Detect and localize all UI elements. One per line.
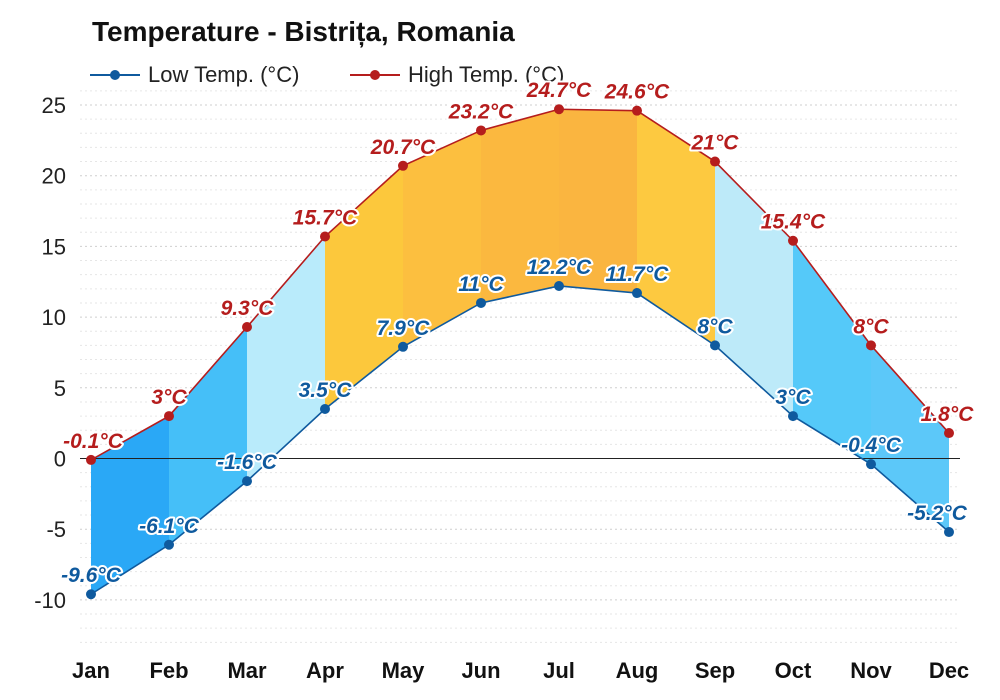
high-temp-point[interactable] [710, 156, 720, 167]
low-temp-label: 3°C [775, 386, 811, 409]
x-tick-label: May [382, 658, 426, 683]
low-temp-label: -5.2°C [907, 502, 968, 525]
temperature-band [481, 109, 559, 303]
y-tick-label: 20 [42, 164, 66, 189]
low-temp-label: 7.9°C [377, 317, 431, 340]
chart-title: Temperature - Bistrița, Romania [92, 16, 515, 47]
low-temp-label: 8°C [697, 315, 733, 338]
x-tick-label: Dec [929, 658, 969, 683]
temperature-band [637, 110, 715, 346]
low-temp-label: -9.6°C [61, 564, 122, 587]
low-temp-point[interactable] [866, 459, 876, 470]
high-temp-point[interactable] [476, 125, 486, 136]
high-temp-label: 23.2°C [448, 100, 514, 123]
high-temp-line [90, 108, 950, 461]
y-tick-label: 15 [42, 234, 66, 259]
low-temp-point[interactable] [944, 527, 954, 538]
x-tick-label: Sep [695, 658, 735, 683]
y-axis-ticks: 25 20 15 10 5 0 -5 -10 [34, 93, 66, 613]
low-temp-label: 11.7°C [606, 263, 670, 286]
low-temp-label: -1.6°C [217, 451, 278, 474]
x-tick-label: Jun [461, 658, 500, 683]
legend-label-low: Low Temp. (°C) [148, 62, 299, 87]
high-temp-label: 8°C [853, 315, 889, 338]
low-temp-label: 11°C [458, 273, 504, 296]
temperature-band [403, 130, 481, 347]
low-temp-point[interactable] [554, 280, 564, 291]
high-temp-point[interactable] [398, 160, 408, 171]
high-temp-label: 9.3°C [221, 297, 275, 320]
high-temp-point[interactable] [554, 104, 564, 115]
high-temp-point[interactable] [944, 428, 954, 439]
x-tick-label: Aug [616, 658, 659, 683]
series-lines [90, 108, 950, 595]
x-tick-label: Oct [775, 658, 812, 683]
x-tick-label: Mar [227, 658, 267, 683]
high-temp-label: 3°C [151, 386, 187, 409]
low-temp-label: 12.2°C [527, 256, 592, 279]
legend-marker-low [110, 70, 120, 80]
temperature-band [871, 345, 949, 533]
temperature-band [91, 416, 169, 595]
legend: Low Temp. (°C) High Temp. (°C) [90, 62, 564, 87]
y-tick-label: -10 [34, 588, 66, 613]
high-temp-point[interactable] [320, 231, 330, 242]
low-temp-point[interactable] [320, 404, 330, 415]
high-temp-point[interactable] [86, 454, 96, 465]
series-markers [86, 104, 954, 600]
high-temp-point[interactable] [242, 321, 252, 332]
legend-item-low[interactable]: Low Temp. (°C) [90, 62, 299, 87]
high-temp-point[interactable] [788, 235, 798, 246]
low-temp-point[interactable] [632, 288, 642, 299]
high-temp-label: 21°C [691, 132, 740, 155]
legend-label-high: High Temp. (°C) [408, 62, 564, 87]
x-tick-label: Jan [72, 658, 110, 683]
high-temp-label: 1.8°C [921, 403, 975, 426]
low-temp-point[interactable] [86, 589, 96, 600]
high-temp-label: 24.7°C [526, 79, 592, 102]
low-temp-point[interactable] [788, 411, 798, 422]
high-temp-point[interactable] [164, 411, 174, 422]
high-temp-label: 20.7°C [370, 136, 436, 159]
y-tick-label: 25 [42, 93, 66, 118]
low-temp-point[interactable] [398, 341, 408, 352]
temperature-band [715, 161, 793, 417]
temperature-bands [91, 109, 949, 595]
low-temp-point[interactable] [242, 476, 252, 487]
x-axis-ticks: Jan Feb Mar Apr May Jun Jul Aug Sep Oct Nov Dec [72, 658, 969, 683]
low-temp-point[interactable] [476, 297, 486, 308]
legend-marker-high [370, 70, 380, 80]
y-tick-label: 0 [54, 447, 66, 472]
low-temp-point[interactable] [710, 340, 720, 351]
temperature-band [247, 236, 325, 482]
low-temp-label: 3.5°C [299, 379, 353, 402]
low-temp-label: -0.4°C [841, 434, 902, 457]
x-tick-label: Nov [850, 658, 892, 683]
temperature-band [793, 240, 871, 465]
low-temp-label: -6.1°C [139, 515, 200, 538]
legend-item-high[interactable]: High Temp. (°C) [350, 62, 564, 87]
high-temp-label: 15.4°C [761, 211, 826, 234]
y-tick-label: -5 [46, 517, 66, 542]
high-temp-point[interactable] [866, 340, 876, 351]
temperature-band [169, 326, 247, 545]
high-temp-label: 15.7°C [293, 207, 358, 230]
high-temp-label: -0.1°C [63, 430, 124, 453]
x-tick-label: Feb [149, 658, 188, 683]
x-tick-label: Apr [306, 658, 344, 683]
y-tick-label: 5 [54, 376, 66, 401]
high-temp-label: 24.6°C [604, 81, 670, 104]
low-temp-point[interactable] [164, 539, 174, 550]
temperature-band [559, 109, 637, 294]
y-tick-label: 10 [42, 305, 66, 330]
high-temp-point[interactable] [632, 105, 642, 116]
temperature-band [325, 165, 403, 410]
low-temp-line [90, 285, 950, 595]
x-tick-label: Jul [543, 658, 575, 683]
data-labels: -0.1°C 3°C 9.3°C 15.7°C 20.7°C 23.2°C 24.7°C 24… [59, 77, 976, 589]
